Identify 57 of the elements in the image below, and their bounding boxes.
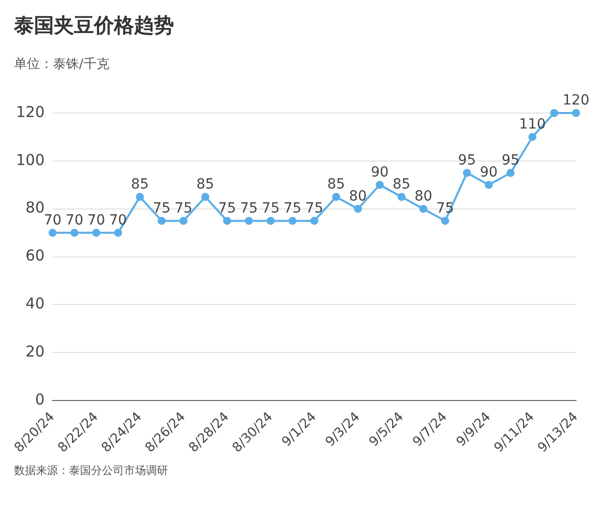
point — [528, 132, 536, 141]
point — [419, 204, 428, 213]
data-label: 70 — [109, 212, 127, 228]
data-label: 75 — [218, 200, 236, 216]
data-label: 120 — [562, 92, 590, 109]
data-label: 85 — [130, 176, 149, 193]
data-label: 75 — [284, 200, 302, 216]
chart-title: 泰国夹豆价格趋势 — [14, 12, 175, 39]
point — [92, 228, 100, 237]
chart-subtitle: 单位：泰铢/千克 — [14, 56, 110, 73]
point — [550, 109, 558, 117]
point — [462, 168, 471, 177]
point — [332, 192, 340, 201]
data-label: 85 — [196, 176, 214, 193]
point — [376, 180, 384, 189]
point — [572, 109, 580, 117]
point — [179, 216, 188, 225]
data-label: 75 — [262, 200, 280, 216]
point — [354, 204, 362, 213]
point — [136, 192, 144, 201]
data-label: 70 — [66, 212, 84, 228]
source-note: 数据来源：泰国分公司市场调研 — [14, 463, 169, 478]
point — [244, 216, 253, 225]
point — [223, 216, 232, 225]
data-label: 75 — [152, 200, 171, 216]
data-label: 90 — [370, 164, 389, 181]
point — [70, 228, 78, 237]
point — [114, 228, 122, 237]
y-tick-label: 60 — [26, 246, 45, 265]
point — [266, 216, 275, 225]
y-tick-label: 120 — [16, 102, 45, 121]
point — [48, 228, 57, 237]
data-label: 70 — [87, 212, 106, 228]
y-tick-label: 40 — [26, 294, 45, 313]
data-label: 75 — [240, 200, 258, 216]
point — [288, 216, 297, 225]
data-label: 80 — [349, 188, 367, 204]
point — [484, 180, 493, 189]
data-label: 85 — [327, 176, 346, 193]
point — [158, 216, 166, 225]
y-tick-label: 0 — [35, 390, 45, 408]
y-tick-label: 80 — [26, 198, 45, 217]
data-label: 90 — [480, 164, 498, 181]
y-tick-label: 20 — [26, 342, 45, 360]
point — [398, 192, 406, 201]
point — [201, 192, 210, 201]
data-label: 95 — [458, 152, 476, 169]
data-label: 70 — [44, 212, 62, 228]
point — [441, 216, 450, 225]
point — [506, 168, 515, 177]
y-tick-label: 100 — [16, 150, 45, 169]
data-label: 95 — [502, 152, 520, 169]
data-label: 85 — [392, 176, 410, 193]
data-label: 75 — [305, 200, 324, 216]
point — [310, 216, 318, 225]
data-label: 80 — [414, 188, 432, 204]
data-label: 75 — [174, 200, 192, 216]
